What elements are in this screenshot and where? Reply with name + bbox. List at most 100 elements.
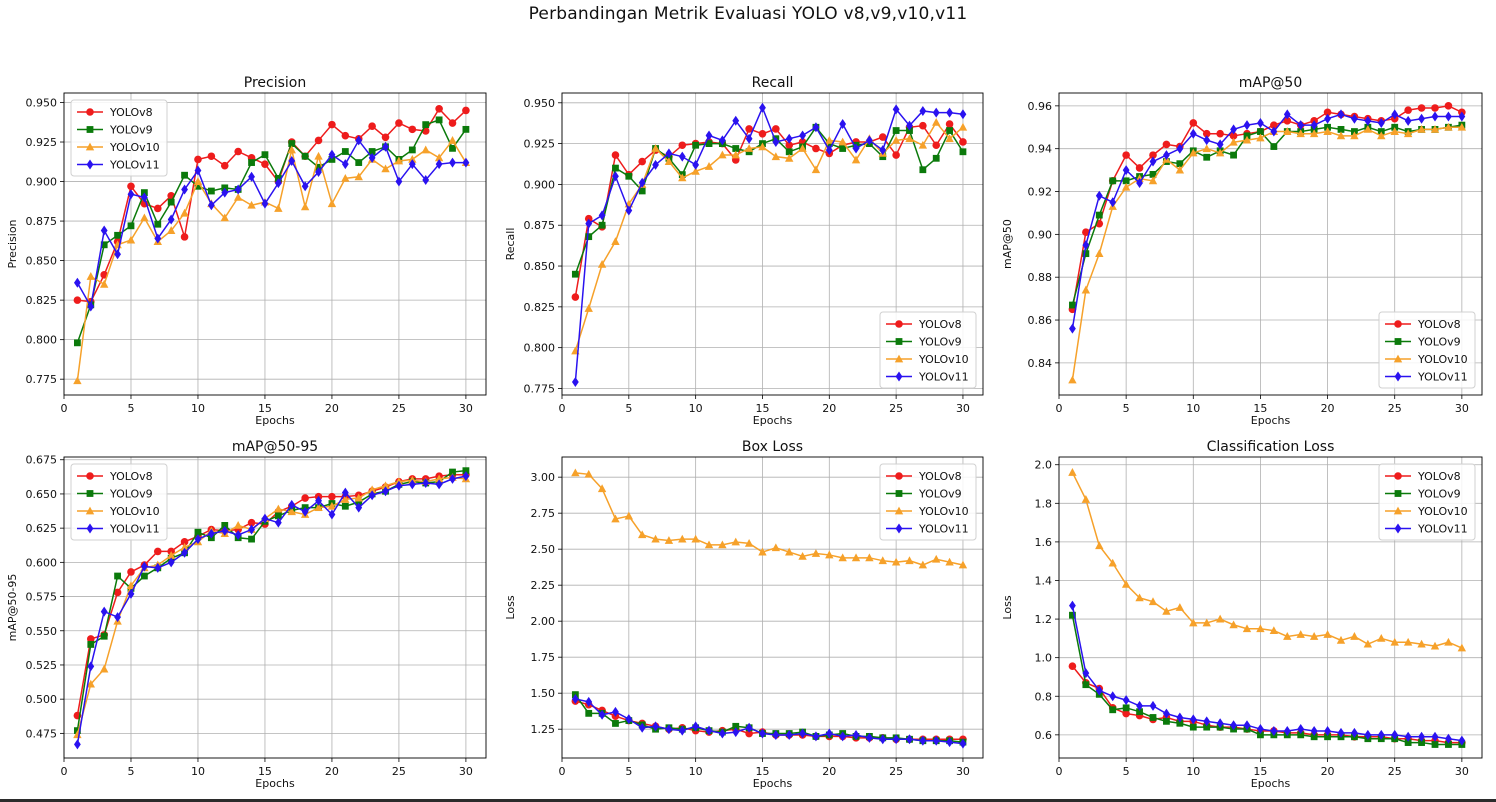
axes-frame <box>561 92 984 396</box>
data-point <box>705 725 713 736</box>
x-tick-label: 5 <box>625 402 632 415</box>
legend-label: YOLOv11 <box>109 523 160 536</box>
data-point <box>611 237 620 245</box>
axes-frame <box>63 92 487 396</box>
data-point <box>1082 250 1090 258</box>
data-point <box>408 479 416 490</box>
series-line <box>1071 105 1463 310</box>
data-point <box>274 204 283 212</box>
data-point <box>612 171 619 182</box>
legend-item-yolov10: YOLOv10 <box>77 141 160 154</box>
data-point <box>126 235 136 244</box>
x-tick-label: 0 <box>1056 402 1063 415</box>
x-tick-label: 15 <box>258 402 272 415</box>
data-point <box>598 210 606 221</box>
data-point <box>287 507 296 516</box>
data-point <box>1149 170 1157 178</box>
legend-box <box>879 311 977 389</box>
data-point <box>1404 115 1412 126</box>
data-point <box>194 534 202 545</box>
data-point <box>932 554 941 563</box>
data-point <box>785 133 793 144</box>
data-point <box>462 471 470 482</box>
data-point <box>811 549 821 557</box>
data-point <box>598 221 606 229</box>
data-point <box>625 172 633 180</box>
x-tick-label: 15 <box>755 402 769 415</box>
y-axis-label: Recall <box>504 228 517 261</box>
data-point <box>612 706 619 717</box>
x-tick-label: 25 <box>392 765 406 778</box>
x-tick-label: 10 <box>191 765 205 778</box>
data-point <box>1297 120 1305 131</box>
data-point <box>261 160 269 168</box>
data-point <box>1444 122 1453 131</box>
x-tick-label: 30 <box>459 765 473 778</box>
data-point <box>1377 633 1386 642</box>
data-point <box>1310 733 1318 741</box>
data-point <box>891 557 901 566</box>
data-point <box>1323 630 1332 638</box>
y-tick-label: 0.950 <box>524 97 556 110</box>
data-point <box>785 153 794 162</box>
series-yolov10 <box>1068 468 1467 652</box>
data-point <box>1069 611 1076 619</box>
series-yolov10 <box>571 468 968 569</box>
data-point <box>449 144 456 152</box>
y-tick-label: 3.00 <box>531 471 556 484</box>
data-point <box>839 731 847 742</box>
data-point <box>1417 639 1426 648</box>
data-point <box>652 721 659 732</box>
y-tick-label: 0.875 <box>524 219 556 232</box>
x-tick-label: 20 <box>1321 402 1335 415</box>
data-point <box>248 524 255 535</box>
data-point <box>678 151 686 162</box>
data-point <box>328 492 336 501</box>
series-yolov11 <box>1069 109 1466 334</box>
series-yolov9 <box>1069 121 1466 309</box>
data-point <box>1323 108 1332 117</box>
series-line <box>575 698 964 745</box>
y-tick-label: 0.775 <box>524 382 556 395</box>
legend: YOLOv8 YOLOv9 YOLOv10 YOLOv11 <box>70 463 168 541</box>
data-point <box>127 588 135 599</box>
legend: YOLOv8 YOLOv9 YOLOv10 YOLOv11 <box>879 311 977 389</box>
data-point <box>1283 109 1291 120</box>
data-point <box>1391 729 1399 740</box>
data-point <box>354 493 363 502</box>
data-point <box>919 166 927 174</box>
data-point <box>959 109 967 120</box>
data-point <box>919 121 927 130</box>
x-tick-label: 0 <box>61 765 68 778</box>
data-point <box>932 117 941 126</box>
data-point <box>945 557 954 566</box>
y-axis-label: Loss <box>1001 595 1014 619</box>
data-point <box>1230 720 1237 731</box>
y-tick-label: 0.88 <box>1028 271 1053 284</box>
data-point <box>664 536 674 544</box>
data-point <box>1230 151 1237 159</box>
x-tick-label: 10 <box>191 402 205 415</box>
data-point <box>1081 495 1091 503</box>
legend-marker <box>895 472 903 480</box>
data-point <box>301 494 309 502</box>
data-point <box>1363 639 1373 648</box>
plot-title-map-50: mAP@50 <box>1239 75 1302 91</box>
data-point <box>166 226 176 234</box>
data-point <box>678 534 687 543</box>
data-point <box>1336 131 1346 140</box>
data-point <box>1242 135 1252 144</box>
legend-label: YOLOv8 <box>1417 318 1461 331</box>
data-point <box>758 547 767 556</box>
data-point <box>1444 102 1453 110</box>
data-point <box>825 728 833 739</box>
y-tick-label: 0.950 <box>26 96 58 109</box>
data-point <box>585 709 593 717</box>
data-point <box>651 144 660 152</box>
data-point <box>1109 197 1117 208</box>
data-point <box>154 233 162 244</box>
data-point <box>638 177 646 188</box>
data-point <box>1458 111 1466 122</box>
data-point <box>1109 691 1117 702</box>
legend-label: YOLOv11 <box>109 159 160 172</box>
